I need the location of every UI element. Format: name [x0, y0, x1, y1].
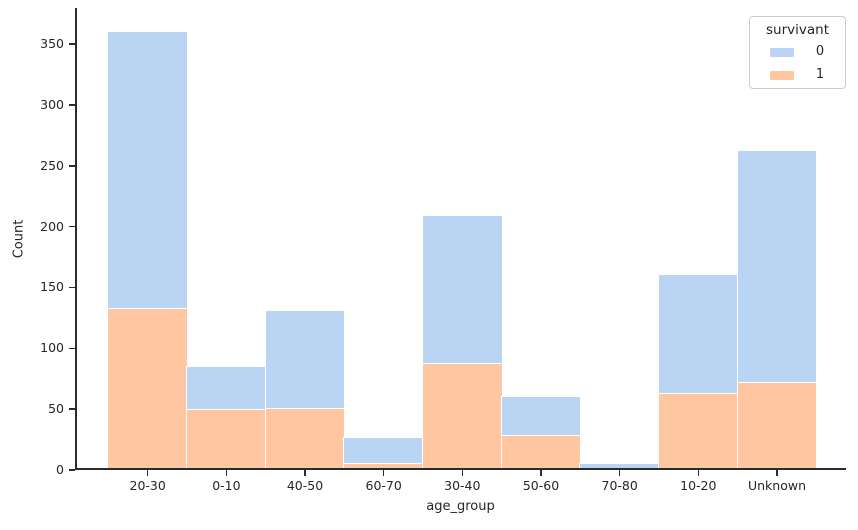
x-tick-label: 30-40: [444, 478, 481, 493]
x-tick-mark: [540, 470, 542, 476]
legend-row-0: 0: [750, 43, 845, 61]
legend: survivant 0 1: [749, 16, 846, 89]
bar-60-70-survivant-0: [344, 438, 423, 463]
bar-30-40-survivant-1: [423, 362, 502, 470]
bar-0-10-survivant-1: [187, 409, 266, 470]
x-tick-label: 40-50: [286, 478, 324, 493]
x-tick-label: 60-70: [365, 478, 402, 493]
x-tick-label: 0-10: [212, 478, 241, 493]
bar-20-30-survivant-1: [108, 308, 188, 470]
y-tick-mark: [68, 469, 75, 471]
bar-60-70-survivant-1: [344, 462, 423, 470]
bar-40-50-survivant-0: [265, 310, 345, 408]
x-tick-mark: [304, 470, 306, 476]
bar-Unknown-survivant-0: [737, 151, 817, 383]
y-tick-mark: [68, 347, 75, 349]
y-tick-label: 100: [40, 340, 64, 356]
y-tick-label: 300: [40, 96, 64, 112]
legend-swatch: [770, 48, 794, 57]
x-tick-mark: [382, 470, 385, 476]
y-tick-mark: [68, 225, 75, 228]
x-tick-mark: [776, 470, 778, 476]
y-tick-label: 350: [40, 36, 64, 51]
bar-40-50-survivant-1: [265, 407, 345, 470]
legend-entry-label: 1: [815, 67, 825, 82]
bar-10-20-survivant-0: [659, 275, 738, 394]
bar-0-10-survivant-0: [187, 366, 266, 410]
x-axis-spine: [74, 467, 846, 470]
bar-10-20-survivant-1: [659, 393, 738, 470]
x-tick-mark: [146, 470, 149, 476]
y-tick-mark: [68, 286, 75, 289]
legend-entry-label: 0: [815, 44, 825, 59]
y-tick-label: 0: [56, 462, 64, 477]
bar-30-40-survivant-0: [423, 215, 502, 363]
y-axis-spine: [74, 8, 77, 470]
legend-swatch: [770, 71, 794, 80]
x-tick-mark: [618, 470, 621, 476]
x-tick-mark: [225, 470, 228, 476]
y-tick-mark: [68, 165, 75, 167]
y-tick-mark: [68, 104, 75, 106]
y-tick-label: 250: [40, 157, 64, 173]
legend-row-1: 1: [750, 66, 845, 84]
y-tick-mark: [68, 43, 75, 45]
y-tick-label: 50: [48, 401, 64, 417]
bar-20-30-survivant-0: [108, 31, 188, 309]
x-axis-title: age_group: [426, 499, 495, 514]
x-tick-mark: [461, 470, 464, 476]
bar-50-60-survivant-0: [501, 397, 581, 435]
bar-70-80-survivant-0: [580, 463, 659, 469]
bar-Unknown-survivant-1: [737, 382, 817, 470]
bar-50-60-survivant-1: [501, 434, 581, 470]
x-tick-mark: [697, 470, 700, 476]
x-tick-label: 20-30: [129, 478, 166, 493]
x-tick-label: 70-80: [601, 478, 638, 493]
y-tick-label: 150: [40, 279, 64, 295]
y-axis-title: Count: [11, 219, 27, 259]
x-tick-label: 50-60: [522, 478, 560, 493]
y-tick-label: 200: [40, 218, 64, 234]
x-tick-label: Unknown: [747, 478, 807, 493]
legend-title: survivant: [766, 22, 829, 38]
x-tick-label: 10-20: [680, 478, 717, 493]
y-tick-mark: [68, 408, 75, 410]
